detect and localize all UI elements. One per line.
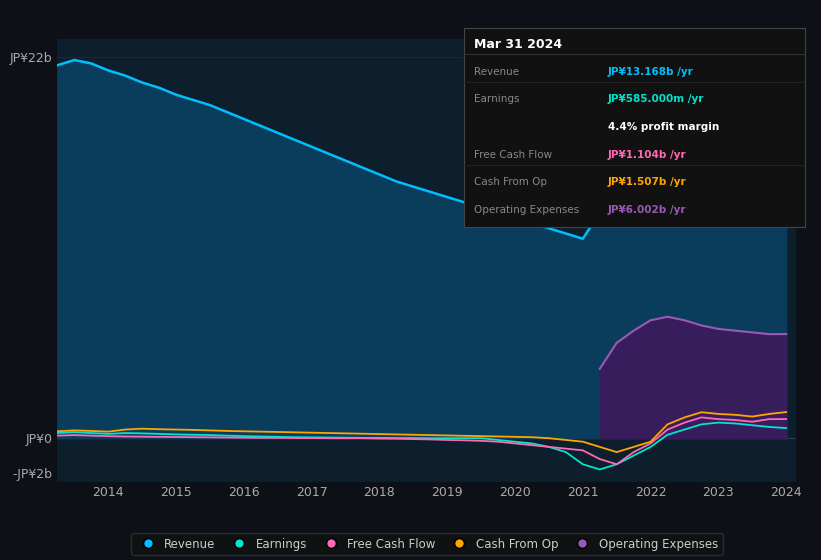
Text: Mar 31 2024: Mar 31 2024 <box>474 38 562 51</box>
Text: Operating Expenses: Operating Expenses <box>474 205 579 215</box>
Text: Earnings: Earnings <box>474 94 519 104</box>
Text: Free Cash Flow: Free Cash Flow <box>474 150 552 160</box>
Text: JP¥585.000m /yr: JP¥585.000m /yr <box>608 94 704 104</box>
Text: JP¥6.002b /yr: JP¥6.002b /yr <box>608 205 686 215</box>
Text: JP¥1.507b /yr: JP¥1.507b /yr <box>608 178 686 188</box>
Text: JP¥13.168b /yr: JP¥13.168b /yr <box>608 67 693 77</box>
Text: Revenue: Revenue <box>474 67 519 77</box>
Legend: Revenue, Earnings, Free Cash Flow, Cash From Op, Operating Expenses: Revenue, Earnings, Free Cash Flow, Cash … <box>131 533 722 556</box>
Text: 4.4% profit margin: 4.4% profit margin <box>608 122 719 132</box>
Text: Cash From Op: Cash From Op <box>474 178 547 188</box>
Text: JP¥1.104b /yr: JP¥1.104b /yr <box>608 150 686 160</box>
